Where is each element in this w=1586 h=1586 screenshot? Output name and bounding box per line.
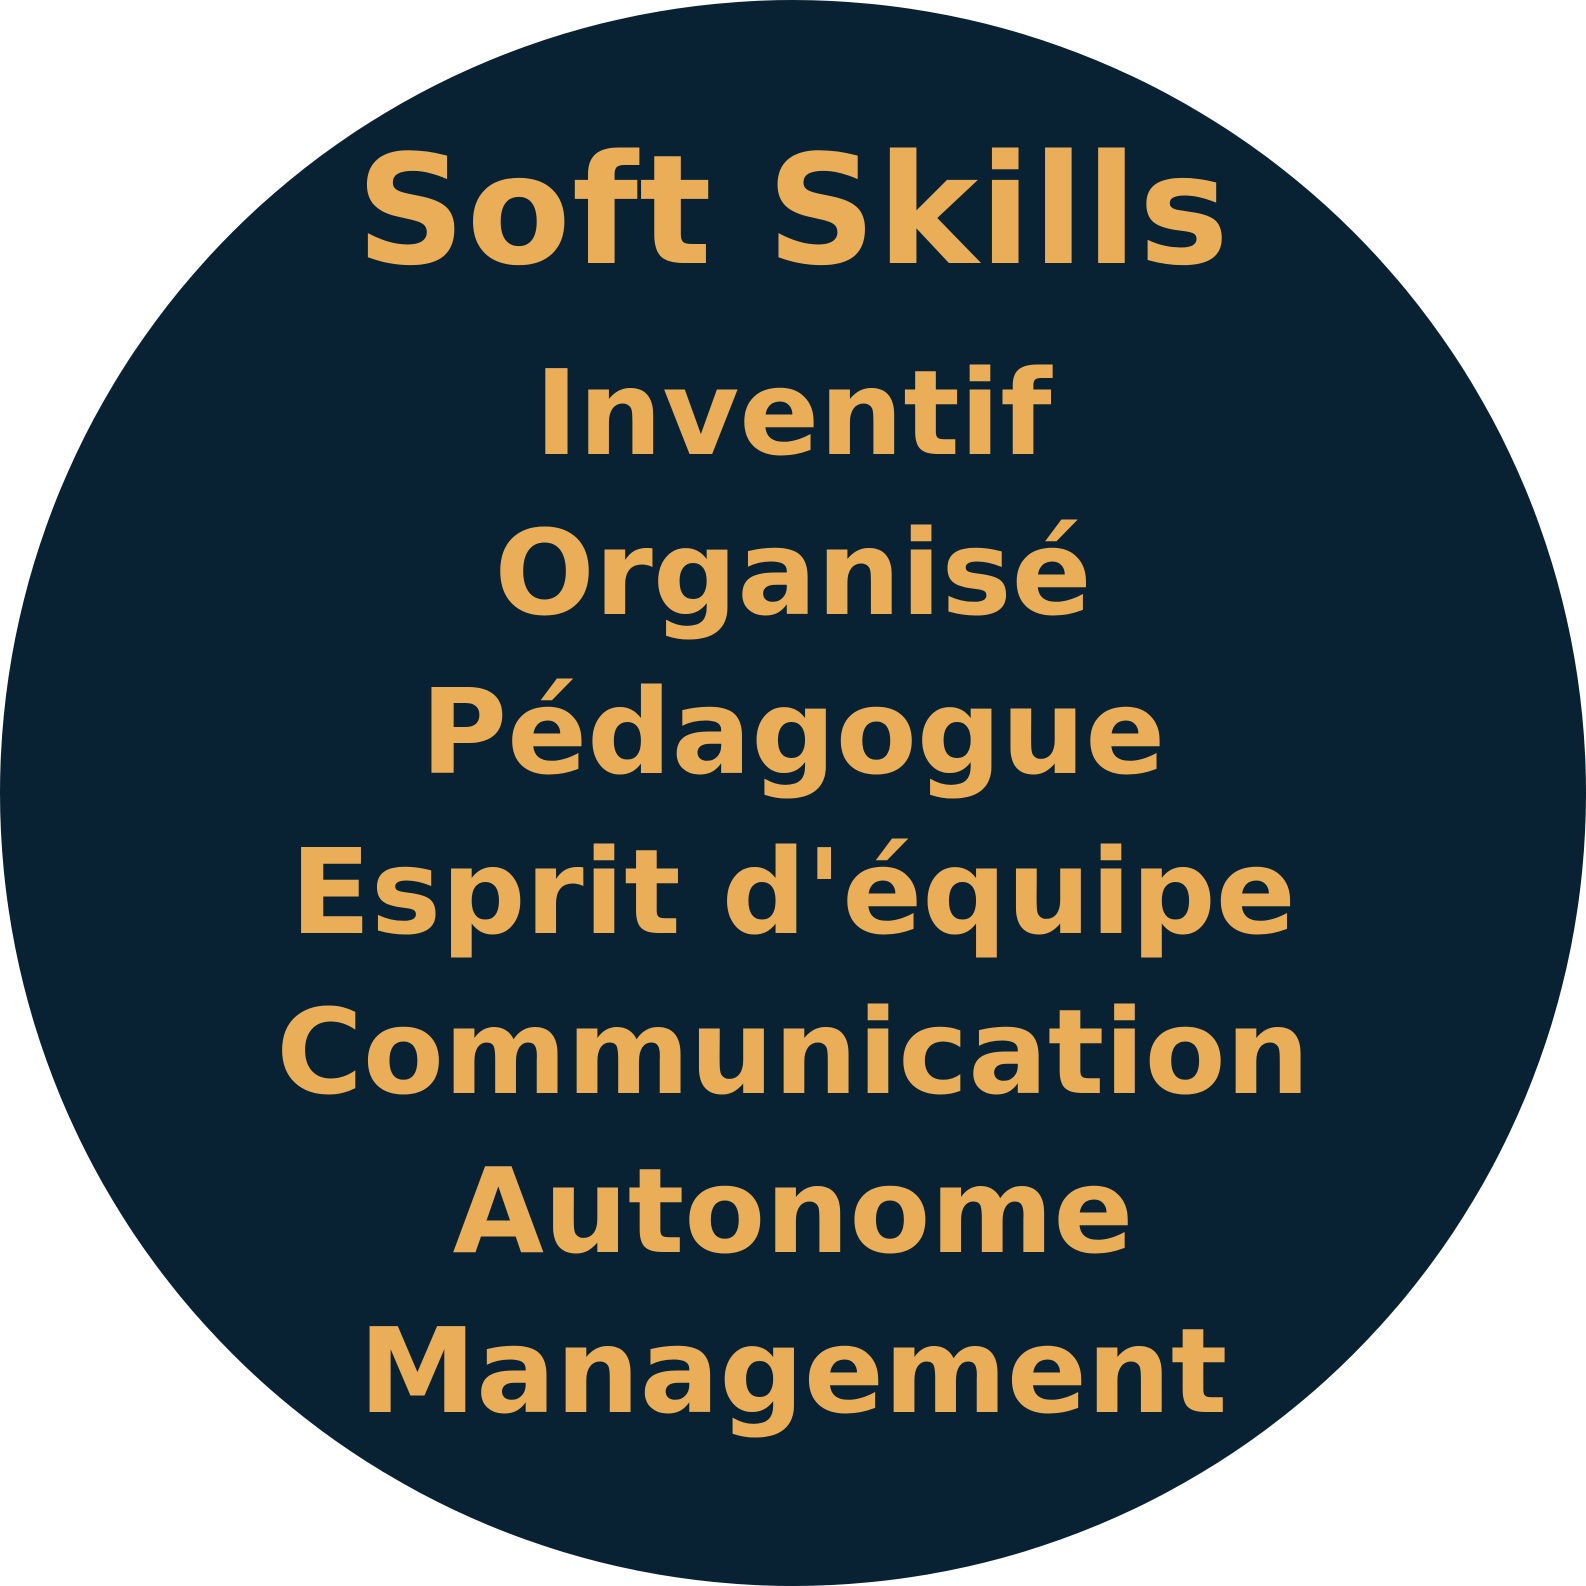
skill-organise: Organisé [494,504,1092,642]
skill-autonome: Autonome [452,1142,1134,1280]
skill-esprit-equipe: Esprit d'équipe [290,823,1296,961]
skill-management: Management [358,1302,1228,1440]
skill-communication: Communication [276,983,1310,1121]
badge-title: Soft Skills [356,122,1230,299]
skill-pedagogue: Pédagogue [420,663,1166,801]
skill-inventif: Inventif [534,344,1052,482]
